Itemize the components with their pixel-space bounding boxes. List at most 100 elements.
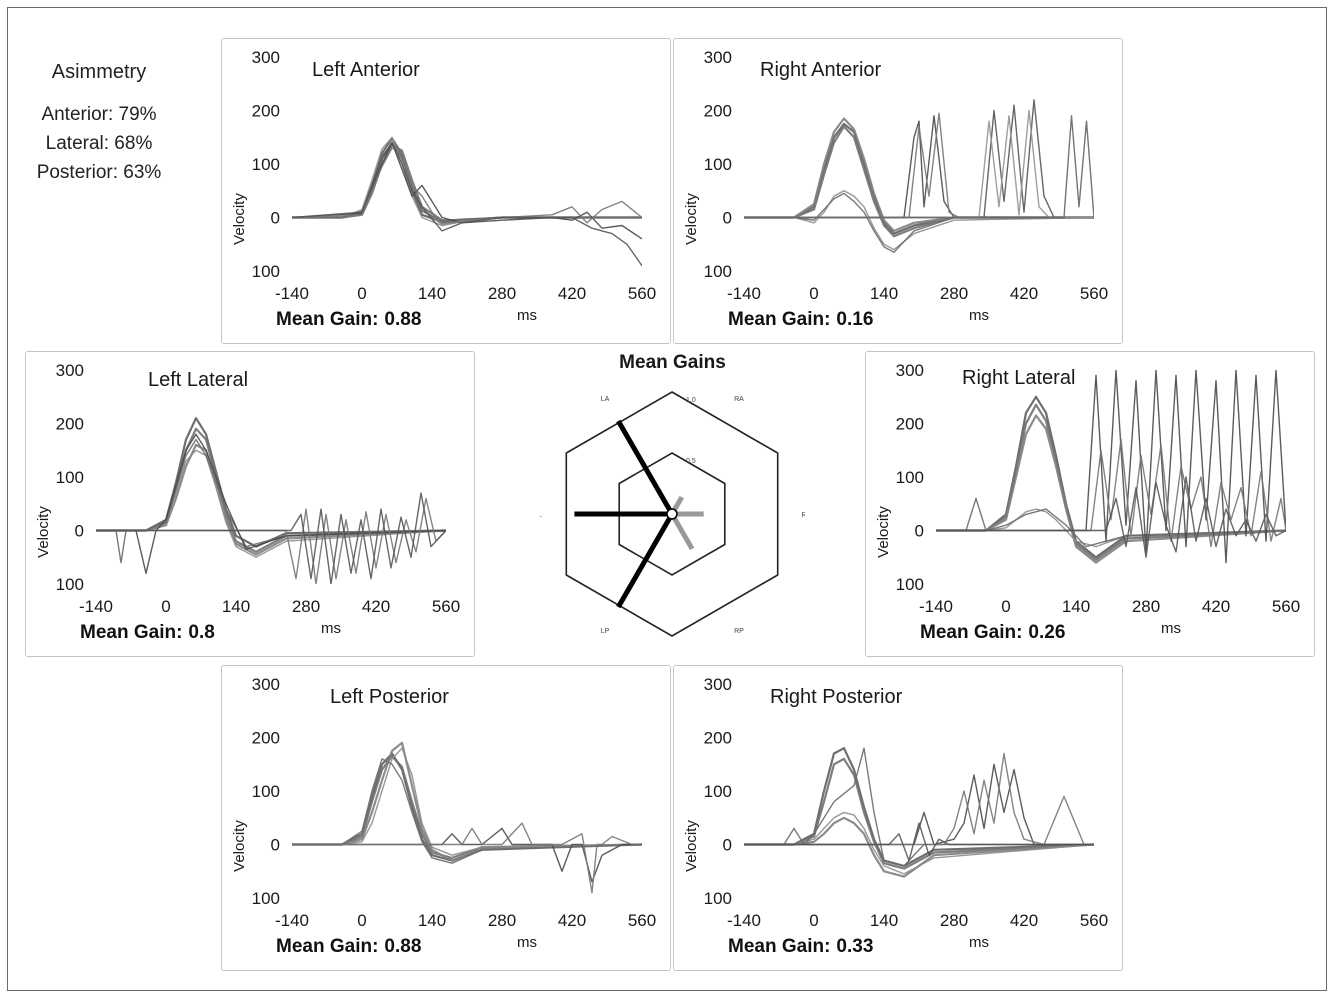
x-tick-label: 560: [1080, 911, 1108, 930]
series-line: [744, 811, 1094, 875]
series-line: [292, 137, 642, 223]
x-tick-label: 140: [222, 597, 250, 616]
radar-axis-label: RP: [734, 628, 744, 635]
series-line: [744, 757, 1094, 870]
y-tick-label: 0: [75, 522, 84, 541]
y-tick-label: 200: [252, 729, 280, 748]
panel-title: Right Anterior: [760, 59, 882, 81]
right-posterior-panel: 300 200 100 0 100 -140 0 140 280 420 560 ms Velocity…: [673, 665, 1123, 971]
radar-axis-label: RA: [734, 396, 744, 403]
series-line: [292, 822, 642, 894]
y-tick-label: 0: [271, 209, 280, 228]
x-tick-label: 0: [357, 284, 366, 303]
y-tick-label: 300: [56, 361, 84, 380]
y-tick-label: 200: [252, 102, 280, 121]
series-line: [744, 99, 1094, 219]
radar-center: [666, 508, 678, 520]
series-line: [744, 192, 1094, 254]
x-tick-label: 280: [1132, 597, 1160, 616]
x-tick-label: 140: [870, 911, 898, 930]
asymmetry-lateral: Lateral: 68%: [45, 133, 153, 154]
series-line: [936, 508, 1286, 548]
x-tick-label: 0: [809, 911, 818, 930]
series-line: [744, 190, 1094, 251]
radar-axis-label: RL: [802, 512, 805, 519]
series-line: [744, 816, 1094, 878]
y-tick-label: 100: [704, 262, 732, 281]
series-line: [744, 109, 1094, 219]
x-tick-label: -140: [727, 911, 761, 930]
radar-ring-label: 1.0: [686, 397, 696, 404]
x-tick-label: 420: [1202, 597, 1230, 616]
mean-gain: Mean Gain: 0.88: [276, 936, 422, 957]
series-line: [936, 370, 1286, 564]
y-tick-label: 0: [271, 836, 280, 855]
y-axis-label: Velocity: [875, 506, 892, 558]
y-tick-label: 100: [704, 782, 732, 801]
x-tick-label: 560: [628, 911, 656, 930]
series-line: [936, 476, 1286, 559]
x-tick-label: 0: [1001, 597, 1010, 616]
series-line: [744, 752, 1094, 846]
series-line: [292, 147, 642, 224]
panel-title: Right Posterior: [770, 686, 903, 708]
y-tick-label: 100: [252, 889, 280, 908]
y-tick-label: 100: [896, 468, 924, 487]
series-line: [936, 497, 1286, 548]
y-tick-label: 200: [704, 102, 732, 121]
y-tick-label: 0: [723, 209, 732, 228]
radar-axis-label: LP: [601, 628, 610, 635]
radar-axis-label: LA: [601, 396, 610, 403]
radar-bar-lp: [616, 512, 675, 609]
x-tick-label: 280: [940, 284, 968, 303]
y-tick-label: 200: [704, 729, 732, 748]
x-tick-label: 0: [809, 284, 818, 303]
radar-bar-la: [616, 419, 675, 516]
series-line: [292, 136, 642, 227]
radar-ring-label: 0.5: [686, 458, 696, 465]
mean-gain: Mean Gain: 0.16: [728, 309, 874, 330]
x-tick-label: -140: [275, 284, 309, 303]
panel-title: Right Lateral: [962, 367, 1076, 389]
x-tick-label: 280: [488, 284, 516, 303]
x-tick-label: 560: [1272, 597, 1300, 616]
panel-title: Left Lateral: [148, 369, 249, 391]
y-tick-label: 100: [896, 575, 924, 594]
x-tick-label: 280: [292, 597, 320, 616]
series-line: [96, 417, 446, 548]
y-tick-label: 100: [56, 575, 84, 594]
y-tick-label: 100: [252, 782, 280, 801]
series-line: [96, 433, 446, 575]
radar-title: Mean Gains: [619, 352, 726, 373]
radar-ring: [565, 391, 779, 637]
mean-gain: Mean Gain: 0.88: [276, 309, 422, 330]
radar-axis-label: LL: [540, 512, 542, 519]
x-tick-label: 140: [418, 911, 446, 930]
series-line: [292, 741, 642, 862]
x-tick-label: 420: [1010, 911, 1038, 930]
series-line: [292, 141, 642, 240]
mean-gain: Mean Gain: 0.33: [728, 936, 874, 957]
series-line: [744, 747, 1094, 867]
series-line: [744, 117, 1094, 232]
series-line: [96, 497, 446, 584]
y-tick-label: 300: [704, 48, 732, 67]
x-tick-label: -140: [727, 284, 761, 303]
asymmetry-title: Asimmetry: [51, 61, 147, 83]
series-line: [744, 125, 1094, 238]
mean-gain: Mean Gain: 0.26: [920, 622, 1066, 643]
series-line: [96, 443, 446, 556]
x-tick-label: 420: [558, 911, 586, 930]
y-tick-label: 0: [723, 836, 732, 855]
x-tick-label: 280: [488, 911, 516, 930]
series-line: [292, 142, 642, 222]
x-axis-label: ms: [969, 934, 989, 951]
series-line: [744, 763, 1094, 846]
series-line: [936, 414, 1286, 564]
x-tick-label: 420: [362, 597, 390, 616]
radar-bar-rp: [669, 512, 695, 551]
x-tick-label: 560: [628, 284, 656, 303]
right-lateral-panel: 300 200 100 0 100 -140 0 140 280 420 560 ms Velocity…: [865, 351, 1315, 657]
x-tick-label: 140: [418, 284, 446, 303]
x-tick-label: 0: [357, 911, 366, 930]
